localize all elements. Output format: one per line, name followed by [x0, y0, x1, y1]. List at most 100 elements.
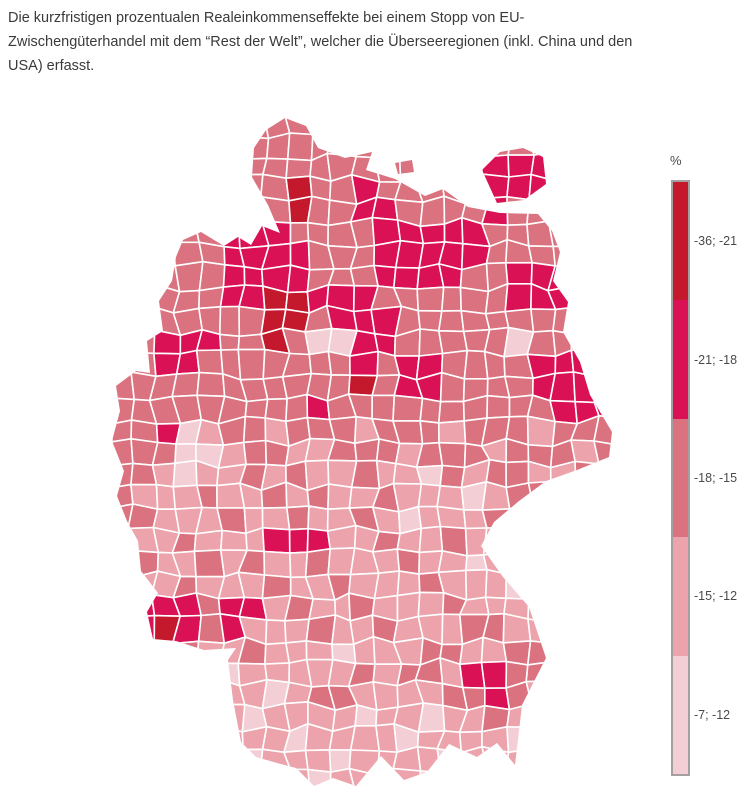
- district-cell[interactable]: [620, 530, 644, 557]
- district-cell[interactable]: [548, 723, 574, 752]
- district-cell[interactable]: [526, 744, 553, 774]
- district-cell[interactable]: [415, 131, 446, 160]
- district-cell[interactable]: [599, 484, 617, 508]
- district-cell[interactable]: [570, 657, 601, 683]
- district-cell[interactable]: [288, 551, 309, 579]
- district-cell[interactable]: [349, 724, 381, 752]
- district-cell[interactable]: [220, 773, 247, 797]
- district-cell[interactable]: [171, 640, 200, 667]
- district-cell[interactable]: [285, 393, 309, 423]
- district-cell[interactable]: [459, 115, 487, 136]
- district-cell[interactable]: [308, 350, 333, 376]
- district-cell[interactable]: [443, 108, 465, 139]
- district-cell[interactable]: [261, 574, 292, 600]
- district-cell[interactable]: [106, 131, 133, 160]
- district-cell[interactable]: [127, 729, 158, 751]
- district-cell[interactable]: [553, 108, 574, 137]
- district-cell[interactable]: [127, 744, 158, 771]
- district-cell[interactable]: [569, 129, 597, 162]
- district-cell[interactable]: [371, 110, 403, 139]
- district-cell[interactable]: [616, 395, 639, 420]
- district-cell[interactable]: [439, 464, 466, 489]
- district-cell[interactable]: [218, 703, 246, 733]
- district-cell[interactable]: [284, 618, 310, 644]
- district-cell[interactable]: [304, 749, 332, 773]
- district-cell[interactable]: [237, 348, 266, 381]
- district-cell[interactable]: [590, 326, 618, 358]
- district-cell[interactable]: [241, 767, 262, 798]
- district-cell[interactable]: [415, 108, 447, 139]
- district-cell[interactable]: [348, 350, 379, 377]
- district-cell[interactable]: [591, 568, 621, 600]
- district-cell[interactable]: [593, 394, 621, 419]
- district-cell[interactable]: [151, 684, 180, 710]
- district-cell[interactable]: [176, 131, 202, 157]
- district-cell[interactable]: [570, 245, 597, 268]
- district-cell[interactable]: [526, 415, 556, 448]
- district-cell[interactable]: [392, 767, 422, 798]
- district-cell[interactable]: [372, 681, 399, 711]
- district-cell[interactable]: [285, 505, 310, 531]
- district-cell[interactable]: [107, 196, 133, 225]
- district-cell[interactable]: [591, 286, 618, 311]
- district-cell[interactable]: [549, 508, 580, 535]
- district-cell[interactable]: [464, 568, 488, 601]
- district-cell[interactable]: [198, 747, 225, 776]
- district-cell[interactable]: [155, 748, 181, 774]
- district-cell[interactable]: [614, 484, 642, 506]
- district-cell[interactable]: [173, 770, 200, 798]
- district-cell[interactable]: [219, 113, 248, 138]
- district-cell[interactable]: [550, 547, 579, 574]
- district-cell[interactable]: [551, 174, 578, 201]
- district-cell[interactable]: [575, 152, 601, 184]
- district-cell[interactable]: [463, 155, 483, 176]
- district-cell[interactable]: [172, 704, 203, 725]
- district-cell[interactable]: [130, 283, 156, 313]
- district-cell[interactable]: [591, 680, 621, 709]
- district-cell[interactable]: [547, 195, 575, 222]
- district-cell[interactable]: [481, 772, 511, 798]
- district-cell[interactable]: [326, 130, 358, 158]
- district-cell[interactable]: [392, 266, 421, 290]
- district-cell[interactable]: [436, 747, 465, 777]
- district-cell[interactable]: [353, 130, 376, 159]
- district-cell[interactable]: [127, 115, 158, 134]
- district-cell[interactable]: [570, 331, 601, 352]
- district-cell[interactable]: [222, 263, 246, 288]
- district-cell[interactable]: [548, 744, 573, 773]
- district-cell[interactable]: [593, 376, 621, 404]
- district-cell[interactable]: [196, 660, 222, 690]
- district-cell[interactable]: [526, 198, 553, 226]
- district-cell[interactable]: [288, 527, 309, 554]
- district-cell[interactable]: [486, 394, 511, 419]
- district-cell[interactable]: [506, 196, 530, 226]
- district-cell[interactable]: [194, 722, 225, 755]
- district-cell[interactable]: [106, 571, 136, 599]
- district-cell[interactable]: [286, 132, 314, 162]
- district-cell[interactable]: [155, 483, 177, 511]
- district-cell[interactable]: [126, 638, 158, 668]
- district-cell[interactable]: [107, 178, 133, 201]
- district-cell[interactable]: [154, 769, 176, 798]
- district-cell[interactable]: [437, 329, 469, 355]
- district-cell[interactable]: [436, 155, 467, 184]
- district-cell[interactable]: [549, 525, 580, 552]
- district-cell[interactable]: [463, 772, 489, 798]
- district-cell[interactable]: [619, 378, 642, 395]
- district-cell[interactable]: [527, 598, 556, 624]
- district-cell[interactable]: [216, 507, 247, 535]
- district-cell[interactable]: [108, 239, 137, 272]
- district-cell[interactable]: [416, 770, 445, 798]
- district-cell[interactable]: [306, 195, 331, 227]
- district-cell[interactable]: [283, 749, 309, 771]
- district-cell[interactable]: [305, 640, 334, 661]
- district-cell[interactable]: [547, 618, 579, 644]
- district-cell[interactable]: [574, 460, 602, 487]
- district-cell[interactable]: [597, 348, 619, 382]
- district-cell[interactable]: [417, 591, 445, 618]
- district-cell[interactable]: [220, 529, 248, 552]
- district-cell[interactable]: [130, 306, 156, 331]
- district-cell[interactable]: [528, 173, 557, 201]
- district-cell[interactable]: [128, 197, 156, 227]
- district-cell[interactable]: [481, 173, 510, 199]
